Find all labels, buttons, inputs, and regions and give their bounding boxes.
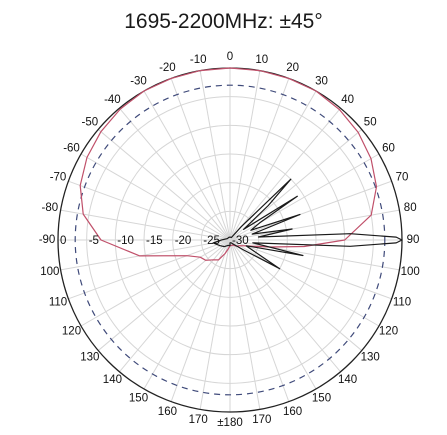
angle-tick-label: 40 — [341, 94, 354, 106]
grid-spoke — [68, 239, 231, 300]
angle-tick-label: 160 — [158, 406, 177, 418]
angle-tick-label: 20 — [286, 62, 299, 74]
angle-tick-label: 80 — [404, 202, 417, 214]
angle-tick-label: -40 — [104, 94, 121, 106]
angle-tick-label: 130 — [80, 352, 99, 364]
angle-tick-label: 60 — [382, 143, 395, 155]
angle-tick-label: 100 — [40, 266, 59, 278]
grid-spoke — [80, 239, 231, 327]
angle-tick-label: 100 — [401, 266, 420, 278]
grid-spoke — [143, 239, 231, 390]
grid-spoke — [68, 180, 231, 241]
grid-spoke — [199, 70, 231, 241]
radial-tick-label: -20 — [175, 235, 192, 247]
grid-spoke — [229, 90, 317, 241]
grid-spoke — [229, 239, 392, 300]
grid-spoke — [229, 239, 380, 327]
series-line — [79, 67, 378, 261]
angle-tick-label: 110 — [49, 297, 67, 309]
grid-spoke — [229, 78, 290, 241]
reference-circle — [74, 84, 386, 396]
grid-spoke — [229, 239, 400, 271]
angle-tick-label: 90 — [407, 234, 420, 246]
angle-tick-label: 160 — [283, 406, 302, 418]
angle-tick-label: 120 — [379, 326, 398, 338]
angle-tick-label: -30 — [130, 76, 147, 88]
grid-spoke — [229, 107, 341, 241]
radial-tick-label: -25 — [203, 235, 220, 247]
radial-tick-label: -30 — [232, 235, 249, 247]
grid-spoke — [119, 239, 231, 373]
angle-tick-label: -70 — [50, 171, 67, 183]
angle-tick-label: 150 — [129, 393, 148, 405]
tick-labels: 0 10 20 30 40 50 60 70 80 90 100 110 120 130 140 150 160… — [39, 51, 420, 429]
grid-spoke — [170, 239, 231, 402]
grid-spoke — [80, 153, 231, 241]
grid-spoke — [199, 239, 231, 410]
angle-tick-label: -80 — [41, 202, 58, 214]
angle-tick-label: -20 — [159, 62, 176, 74]
angle-tick-label: 140 — [338, 374, 357, 386]
angle-tick-label: 50 — [364, 116, 377, 128]
grid-spoke — [170, 78, 231, 241]
grid-spoke — [60, 209, 231, 241]
angle-tick-label: 110 — [393, 297, 411, 309]
series-line — [212, 178, 403, 270]
angle-tick-label: 140 — [103, 374, 122, 386]
grid-spoke — [229, 239, 261, 410]
angle-tick-label: 150 — [312, 393, 331, 405]
grid-spoke — [229, 239, 341, 373]
angle-tick-label: 130 — [361, 352, 380, 364]
radial-tick-label: -15 — [146, 235, 163, 247]
angle-tick-label: -10 — [190, 54, 207, 66]
angle-tick-label: 120 — [62, 326, 81, 338]
angle-tick-label: -50 — [81, 116, 98, 128]
grid-spoke — [229, 239, 317, 390]
radial-tick-label: 0 — [60, 235, 66, 247]
angle-tick-label: 0 — [227, 51, 233, 63]
angle-tick-label: -90 — [39, 234, 56, 246]
angle-tick-label: -60 — [63, 143, 80, 155]
grid-spoke — [229, 153, 380, 241]
angle-tick-label: 70 — [396, 171, 409, 183]
grid-spoke — [119, 107, 231, 241]
grid-spoke — [143, 90, 231, 241]
grid-spoke — [60, 239, 231, 271]
radial-tick-label: -5 — [89, 235, 99, 247]
grid-spoke — [229, 239, 290, 402]
grid-spoke — [97, 129, 231, 241]
angle-tick-label: 30 — [315, 76, 328, 88]
chart-title: 1695-2200MHz: ±45° — [124, 10, 323, 33]
radial-tick-label: -10 — [117, 235, 134, 247]
angle-tick-label: ±180 — [217, 417, 243, 429]
grid-spoke — [229, 180, 392, 241]
angle-tick-label: 170 — [252, 414, 271, 426]
angle-tick-label: 10 — [255, 54, 268, 66]
polar-grid — [57, 67, 403, 413]
pattern-series — [79, 67, 403, 270]
angle-tick-label: 170 — [189, 414, 208, 426]
grid-spoke — [229, 239, 363, 351]
grid-spoke — [97, 239, 231, 351]
grid-spoke — [229, 70, 261, 241]
